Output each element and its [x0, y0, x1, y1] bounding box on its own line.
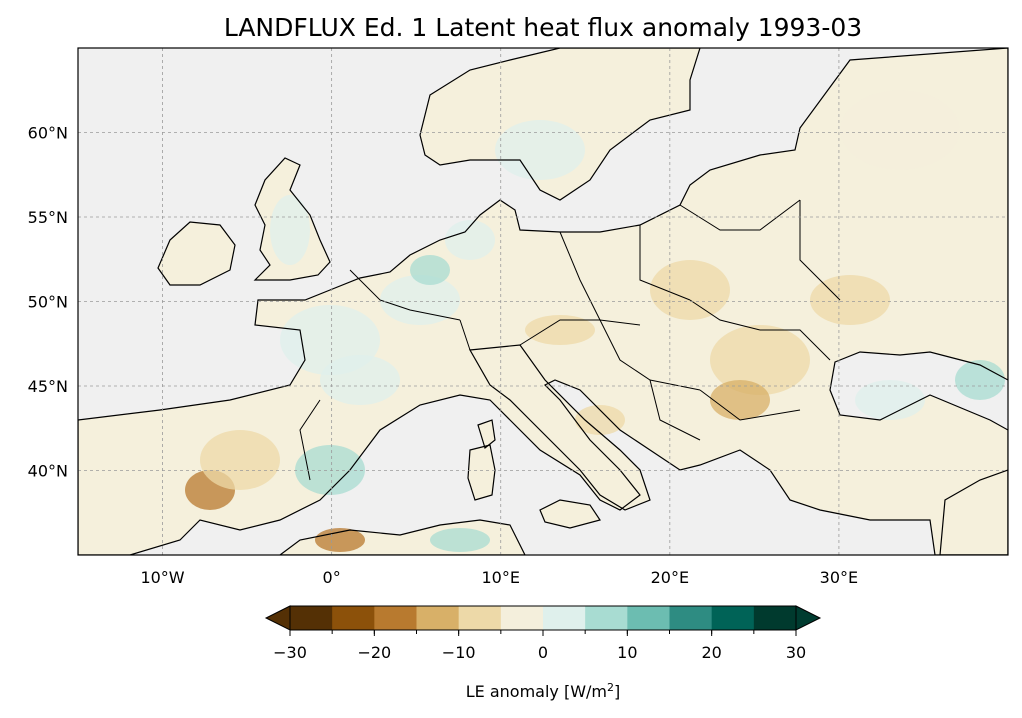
- anomaly-patch: [320, 355, 400, 405]
- anomaly-patch: [430, 528, 490, 552]
- longitude-tick-labels: 10°W 0° 10°E 20°E 30°E: [140, 568, 858, 587]
- land-crete-anatolia: [940, 470, 1008, 555]
- coastline-crete-anatolia: [939, 469, 1008, 555]
- colorbar-tick-label: 10: [617, 643, 637, 662]
- anomaly-patch: [810, 275, 890, 325]
- coastline-great-britain: [253, 157, 331, 281]
- colorbar-band: [500, 606, 544, 630]
- country-border: [459, 319, 471, 351]
- colorbar-tick-label: 20: [701, 643, 721, 662]
- lat-tick-label: 40°N: [28, 462, 68, 481]
- anomaly-patch: [650, 260, 730, 320]
- colorbar-tick-label: 30: [786, 643, 806, 662]
- anomaly-patch: [525, 315, 595, 345]
- anomaly-patch: [575, 405, 625, 435]
- coastline-scandinavia: [419, 48, 701, 201]
- gridlines: [78, 48, 1008, 555]
- country-border: [639, 225, 691, 301]
- colorbar-band: [543, 606, 586, 630]
- anomaly-patch: [955, 360, 1005, 400]
- chart-title: LANDFLUX Ed. 1 Latent heat flux anomaly …: [224, 13, 862, 42]
- colorbar-band: [290, 606, 333, 630]
- colorbar-band: [416, 606, 460, 630]
- country-border: [559, 231, 601, 321]
- anomaly-patch: [410, 255, 450, 285]
- colorbar-band: [669, 606, 713, 630]
- colorbar-tick-label: −30: [273, 643, 307, 662]
- country-border: [679, 199, 801, 231]
- colorbar-label: LE anomaly [W/m2]: [466, 681, 621, 701]
- country-border: [689, 299, 761, 331]
- coastline-sardinia: [467, 444, 496, 501]
- anomaly-patch: [270, 195, 310, 265]
- colorbar-extend-high: [795, 605, 822, 631]
- lat-tick-label: 45°N: [28, 377, 68, 396]
- country-border: [649, 379, 701, 441]
- coastline-sicily: [539, 499, 601, 529]
- lon-tick-label: 10°E: [481, 568, 519, 587]
- lat-tick-label: 50°N: [28, 293, 68, 312]
- land-ireland: [158, 222, 235, 285]
- coastline-ireland: [157, 221, 236, 286]
- anomaly-patch: [295, 445, 365, 495]
- map-frame: [77, 47, 1009, 556]
- anomaly-patch: [380, 275, 460, 325]
- anomaly-patch: [710, 325, 810, 395]
- colorbar-extend-low: [264, 605, 291, 631]
- colorbar-band: [711, 606, 755, 630]
- lon-tick-label: 0°: [323, 568, 341, 587]
- colorbar-tick-label: −10: [442, 643, 476, 662]
- lat-tick-label: 60°N: [28, 124, 68, 143]
- anomaly-patches: [185, 90, 1005, 552]
- colorbar-tick-label: −20: [357, 643, 391, 662]
- coastline-italy: [469, 344, 651, 511]
- colorbar-band: [458, 606, 502, 630]
- anomaly-patch: [200, 430, 280, 490]
- coastline-corsica: [477, 419, 496, 450]
- colorbar-band: [753, 606, 797, 630]
- colorbar-band: [374, 606, 417, 630]
- colorbar-band: [585, 606, 628, 630]
- land-italy: [470, 345, 650, 510]
- colorbar-tick-label: 0: [538, 643, 548, 662]
- land-corsica: [478, 420, 495, 448]
- country-border: [519, 319, 641, 346]
- colorbar-band: [627, 606, 670, 630]
- anomaly-patch: [495, 120, 585, 180]
- map-panel: 10°W 0° 10°E 20°E 30°E 40°N 45°N 50°N 55°N 60°N: [28, 47, 1009, 587]
- country-border: [799, 200, 841, 301]
- anomaly-patch: [855, 380, 925, 420]
- country-border: [599, 319, 701, 391]
- latitude-tick-labels: 40°N 45°N 50°N 55°N 60°N: [28, 124, 68, 481]
- colorbar: −30 −20 −10 0 10 20 30 LE anomaly [W/m2]: [264, 605, 822, 701]
- land-sardinia: [468, 445, 495, 500]
- lon-tick-label: 10°W: [140, 568, 184, 587]
- country-border: [760, 329, 831, 361]
- coastline-mainland-europe: [78, 48, 1008, 555]
- colorbar-band: [332, 606, 375, 630]
- anomaly-patch: [710, 380, 770, 420]
- country-borders: [78, 48, 1008, 555]
- land-sicily: [540, 500, 600, 528]
- country-border: [699, 389, 801, 421]
- country-border: [299, 399, 321, 481]
- country-border: [349, 269, 461, 321]
- lat-tick-label: 55°N: [28, 208, 68, 227]
- lon-tick-label: 30°E: [820, 568, 858, 587]
- anomaly-patch: [445, 220, 495, 260]
- coastline-north-africa: [279, 519, 526, 555]
- lon-tick-label: 20°E: [651, 568, 689, 587]
- anomaly-patch: [840, 90, 960, 170]
